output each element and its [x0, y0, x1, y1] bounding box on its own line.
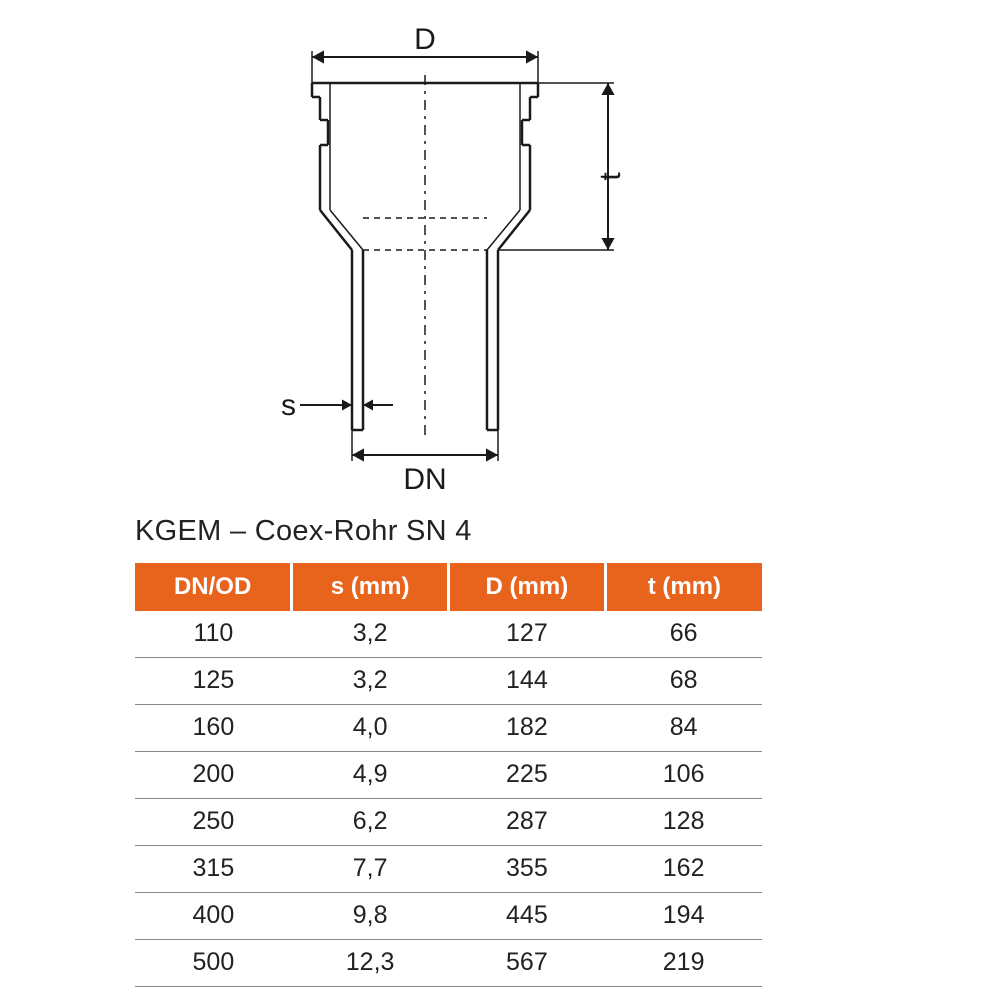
table-cell: 194: [605, 893, 762, 940]
table-cell: 355: [449, 846, 606, 893]
table-row: 1253,214468: [135, 658, 762, 705]
table-cell: 500: [135, 940, 292, 987]
table-cell: 219: [605, 940, 762, 987]
table-cell: 200: [135, 752, 292, 799]
table-row: 1103,212766: [135, 611, 762, 658]
table-cell: 315: [135, 846, 292, 893]
table-cell: 6,2: [292, 799, 449, 846]
table-header-row: DN/ODs (mm)D (mm)t (mm): [135, 563, 762, 611]
table-cell: 84: [605, 705, 762, 752]
table-cell: 125: [135, 658, 292, 705]
table-cell: 12,3: [292, 940, 449, 987]
table-cell: 182: [449, 705, 606, 752]
table-cell: 128: [605, 799, 762, 846]
table-cell: 144: [449, 658, 606, 705]
table-cell: 7,7: [292, 846, 449, 893]
table-cell: 3,2: [292, 611, 449, 658]
table-row: 2506,2287128: [135, 799, 762, 846]
table-cell: 106: [605, 752, 762, 799]
table-cell: 160: [135, 705, 292, 752]
table-cell: 287: [449, 799, 606, 846]
svg-text:DN: DN: [403, 463, 446, 496]
table-cell: 66: [605, 611, 762, 658]
table-cell: 68: [605, 658, 762, 705]
column-header: D (mm): [449, 563, 606, 611]
table-row: 4009,8445194: [135, 893, 762, 940]
table-cell: 445: [449, 893, 606, 940]
table-body: 1103,2127661253,2144681604,0182842004,92…: [135, 611, 762, 987]
svg-text:D: D: [414, 23, 436, 56]
table-cell: 567: [449, 940, 606, 987]
table-row: 1604,018284: [135, 705, 762, 752]
column-header: t (mm): [605, 563, 762, 611]
table-row: 3157,7355162: [135, 846, 762, 893]
technical-diagram: DtDNs: [160, 35, 700, 475]
table-title: KGEM – Coex-Rohr SN 4: [135, 515, 472, 548]
table-cell: 162: [605, 846, 762, 893]
svg-text:s: s: [281, 389, 296, 422]
table-row: 50012,3567219: [135, 940, 762, 987]
column-header: s (mm): [292, 563, 449, 611]
spec-table-container: DN/ODs (mm)D (mm)t (mm) 1103,2127661253,…: [135, 563, 762, 987]
table-cell: 3,2: [292, 658, 449, 705]
table-cell: 250: [135, 799, 292, 846]
table-cell: 110: [135, 611, 292, 658]
table-cell: 9,8: [292, 893, 449, 940]
table-cell: 4,0: [292, 705, 449, 752]
pipe-drawing: DtDNs: [160, 35, 700, 475]
svg-text:t: t: [594, 172, 627, 181]
spec-table: DN/ODs (mm)D (mm)t (mm) 1103,2127661253,…: [135, 563, 762, 987]
table-row: 2004,9225106: [135, 752, 762, 799]
table-cell: 4,9: [292, 752, 449, 799]
column-header: DN/OD: [135, 563, 292, 611]
table-cell: 225: [449, 752, 606, 799]
table-cell: 400: [135, 893, 292, 940]
table-cell: 127: [449, 611, 606, 658]
